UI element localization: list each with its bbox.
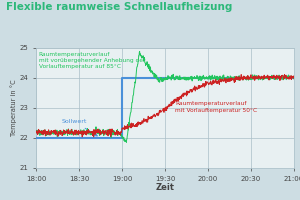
- Text: mit vorübergehender Anhebung der: mit vorübergehender Anhebung der: [39, 58, 145, 63]
- Text: Sollwert: Sollwert: [62, 119, 97, 136]
- X-axis label: Zeit: Zeit: [155, 183, 175, 192]
- Text: Flexible raumweise Schnellaufheizung: Flexible raumweise Schnellaufheizung: [6, 2, 232, 12]
- Text: Vorlauftemperatur auf 85°C: Vorlauftemperatur auf 85°C: [39, 64, 121, 69]
- Y-axis label: Temperatur in °C: Temperatur in °C: [10, 80, 17, 136]
- Text: Raumtemperaturverlauf
mit Vorlauftemperatur 50°C: Raumtemperaturverlauf mit Vorlauftempera…: [175, 101, 257, 113]
- Text: Raumtemperaturverlauf: Raumtemperaturverlauf: [39, 52, 110, 57]
